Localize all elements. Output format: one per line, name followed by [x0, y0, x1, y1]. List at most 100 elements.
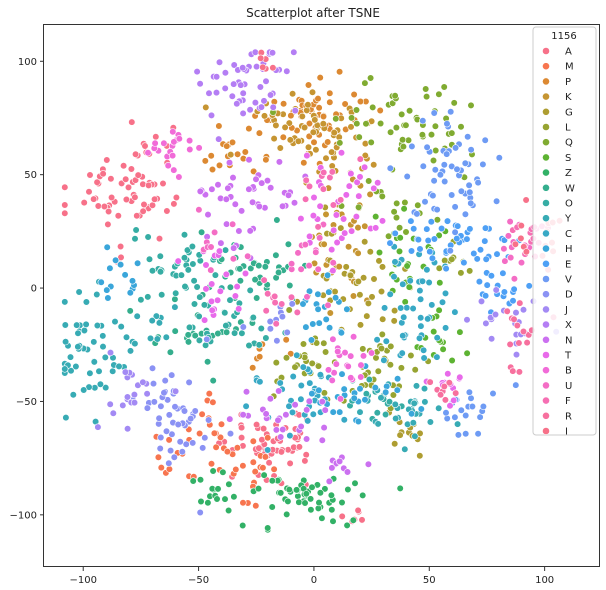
point-N [318, 436, 326, 444]
legend-label-I: I [565, 427, 568, 438]
point-H [325, 288, 333, 296]
legend-marker-O [542, 199, 550, 207]
point-Q [352, 106, 361, 114]
point-Z [225, 480, 233, 488]
point-M [251, 468, 259, 476]
point-H [338, 370, 346, 378]
point-X [212, 88, 221, 97]
legend-marker-L [542, 123, 550, 131]
legend-label-G: G [565, 107, 573, 118]
point-Q [361, 79, 369, 87]
point-O [222, 322, 230, 330]
point-R [523, 339, 531, 347]
legend-label-L: L [565, 123, 571, 134]
point-J [94, 423, 102, 431]
point-P [255, 129, 264, 137]
point-N [284, 191, 293, 199]
point-C [406, 277, 414, 285]
point-O [156, 268, 165, 276]
point-O [185, 323, 194, 332]
point-A [61, 209, 69, 217]
point-Z [295, 498, 303, 506]
point-R [519, 327, 528, 336]
legend-marker-M [542, 62, 550, 71]
point-P [326, 89, 334, 97]
point-P [208, 165, 217, 174]
point-Q [390, 208, 398, 216]
point-N [229, 174, 237, 182]
point-R [440, 382, 448, 391]
point-A [61, 183, 69, 191]
point-C [433, 353, 441, 361]
point-Q [450, 99, 458, 107]
point-K [289, 90, 297, 98]
point-Y [391, 400, 399, 409]
point-C [420, 354, 428, 362]
point-E [424, 236, 432, 245]
point-L [308, 359, 316, 368]
point-W [236, 265, 244, 273]
point-X [207, 111, 216, 119]
point-P [350, 90, 358, 99]
point-V [442, 409, 450, 417]
legend-label-M: M [565, 62, 574, 73]
point-Y [148, 317, 156, 325]
point-A [260, 425, 268, 433]
point-C [285, 402, 293, 410]
legend-marker-X [542, 320, 550, 329]
legend-label-S: S [565, 153, 571, 164]
point-Q [399, 136, 407, 144]
point-C [417, 322, 425, 330]
point-O [211, 271, 219, 279]
point-O [262, 334, 270, 342]
y-tick-label: −100 [10, 510, 37, 521]
point-O [144, 293, 152, 301]
point-D [199, 444, 207, 452]
point-J [119, 401, 127, 410]
point-M [196, 429, 204, 438]
point-Y [412, 382, 421, 390]
legend-marker-D [542, 290, 550, 299]
point-O [177, 271, 185, 279]
point-E [407, 217, 415, 225]
point-J [491, 310, 500, 319]
point-Q [398, 110, 406, 118]
point-U [288, 260, 296, 268]
point-N [277, 433, 285, 441]
point-C [286, 432, 294, 440]
point-E [386, 239, 394, 247]
point-Z [277, 489, 285, 497]
point-Y [72, 362, 80, 371]
point-O [183, 246, 192, 254]
point-F [356, 155, 364, 163]
point-Y [62, 414, 70, 422]
point-T [306, 232, 314, 240]
point-M [217, 420, 226, 428]
point-N [224, 184, 232, 192]
point-A [99, 170, 107, 178]
point-T [328, 246, 336, 254]
point-K [322, 154, 330, 162]
point-H [307, 336, 316, 344]
point-Y [409, 419, 417, 427]
point-X [228, 92, 236, 100]
point-U [316, 234, 324, 242]
point-G [331, 288, 339, 296]
point-L [359, 345, 367, 353]
point-C [420, 346, 428, 354]
point-K [330, 129, 338, 137]
point-N [305, 397, 313, 405]
point-P [326, 98, 334, 106]
point-B [170, 166, 178, 174]
point-N [204, 211, 212, 219]
point-H [408, 410, 416, 418]
point-L [377, 344, 386, 353]
legend-label-K: K [565, 92, 572, 103]
point-Y [66, 353, 75, 361]
point-M [154, 453, 162, 461]
point-D [160, 389, 168, 397]
point-V [430, 109, 438, 117]
point-M [209, 398, 217, 406]
point-R [510, 315, 518, 323]
point-K [320, 240, 328, 248]
